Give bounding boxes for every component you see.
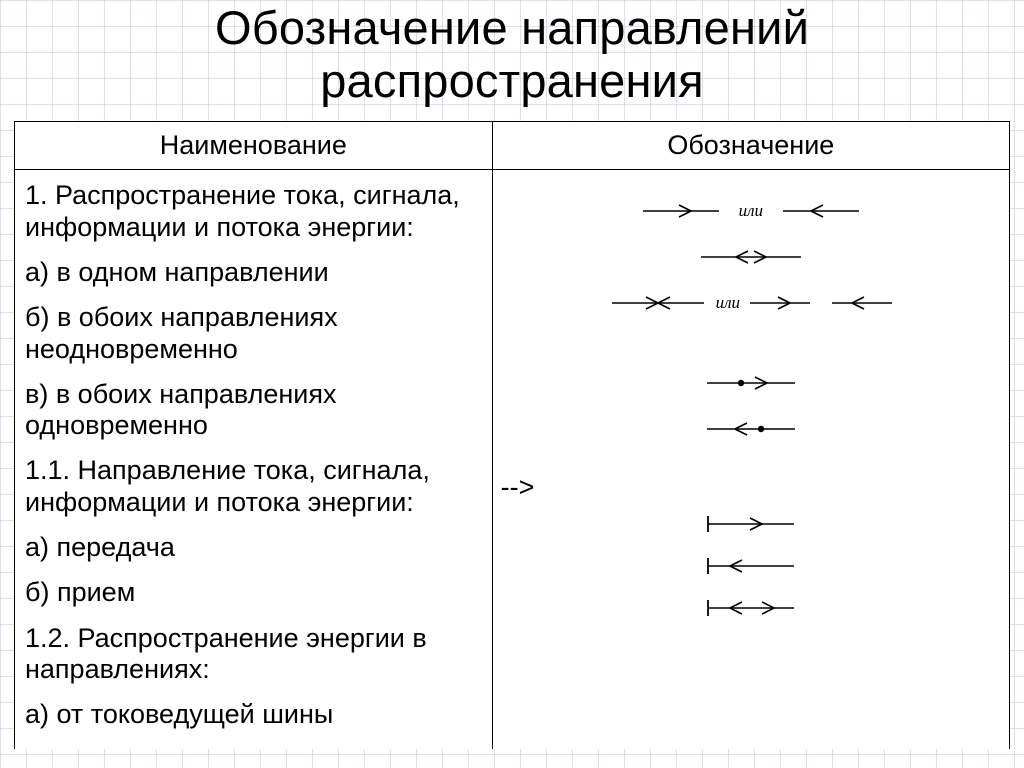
row-1c: в) в обоих направлениях одновременно	[25, 379, 482, 442]
or-text-1: или	[739, 201, 763, 221]
row-12b: б) к токоведущей шине	[25, 745, 482, 750]
symbol-to-bus	[501, 545, 1001, 587]
arrow-cross-icon	[608, 293, 708, 313]
row-12: 1.2. Распространение энергии в направлен…	[25, 623, 482, 686]
slide-title: Обозначение направлений распространения	[14, 0, 1010, 107]
arrow-right-small-icon	[748, 293, 818, 313]
bus-out-icon	[696, 513, 806, 535]
symbol-both-nonsimul	[501, 234, 1001, 280]
slide-page: Обозначение направлений распространения …	[0, 0, 1024, 768]
bus-both-icon	[696, 597, 806, 619]
symbol-bus-group: -->	[501, 472, 1001, 629]
symbol-from-bus	[501, 503, 1001, 545]
col-header-symbol: Обозначение	[492, 122, 1009, 170]
or-text-2: или	[716, 293, 740, 313]
symbol-transmit	[501, 360, 1001, 406]
symbol-receive	[501, 406, 1001, 452]
symbol-one-direction: или	[501, 188, 1001, 234]
row-1a: а) в одном направлении	[25, 257, 482, 288]
row-11a: а) передача	[25, 532, 482, 563]
row-1: 1. Распространение тока, сигнала, информ…	[25, 180, 482, 243]
symbol-spacer-1	[501, 326, 1001, 360]
arrow-dot-right-icon	[701, 373, 801, 393]
row-12a: а) от токоведущей шины	[25, 699, 482, 730]
arrow-left-icon	[771, 201, 861, 221]
names-cell: 1. Распространение тока, сигнала, информ…	[15, 170, 492, 750]
arrow-left-small-icon	[824, 293, 894, 313]
symbols-cell: или	[492, 170, 1009, 750]
symbol-spacer-2	[501, 452, 1001, 472]
row-11b: б) прием	[25, 577, 482, 608]
row-1b: б) в обоих направлениях неодновременно	[25, 302, 482, 365]
title-line-1: Обозначение направлений	[215, 1, 809, 54]
arrow-right-icon	[641, 201, 731, 221]
bus-in-icon	[696, 555, 806, 577]
designation-table: Наименование Обозначение 1. Распростране…	[15, 122, 1009, 749]
symbol-both-simul: или	[501, 280, 1001, 326]
col-header-name: Наименование	[15, 122, 492, 170]
title-line-2: распространения	[320, 54, 704, 107]
row-11: 1.1. Направление тока, сигнала, информац…	[25, 455, 482, 518]
arrow-double-icon	[696, 247, 806, 267]
table-container: Наименование Обозначение 1. Распростране…	[14, 121, 1010, 749]
arrow-dot-left-icon	[701, 419, 801, 439]
symbol-bus-both	[501, 587, 1001, 629]
